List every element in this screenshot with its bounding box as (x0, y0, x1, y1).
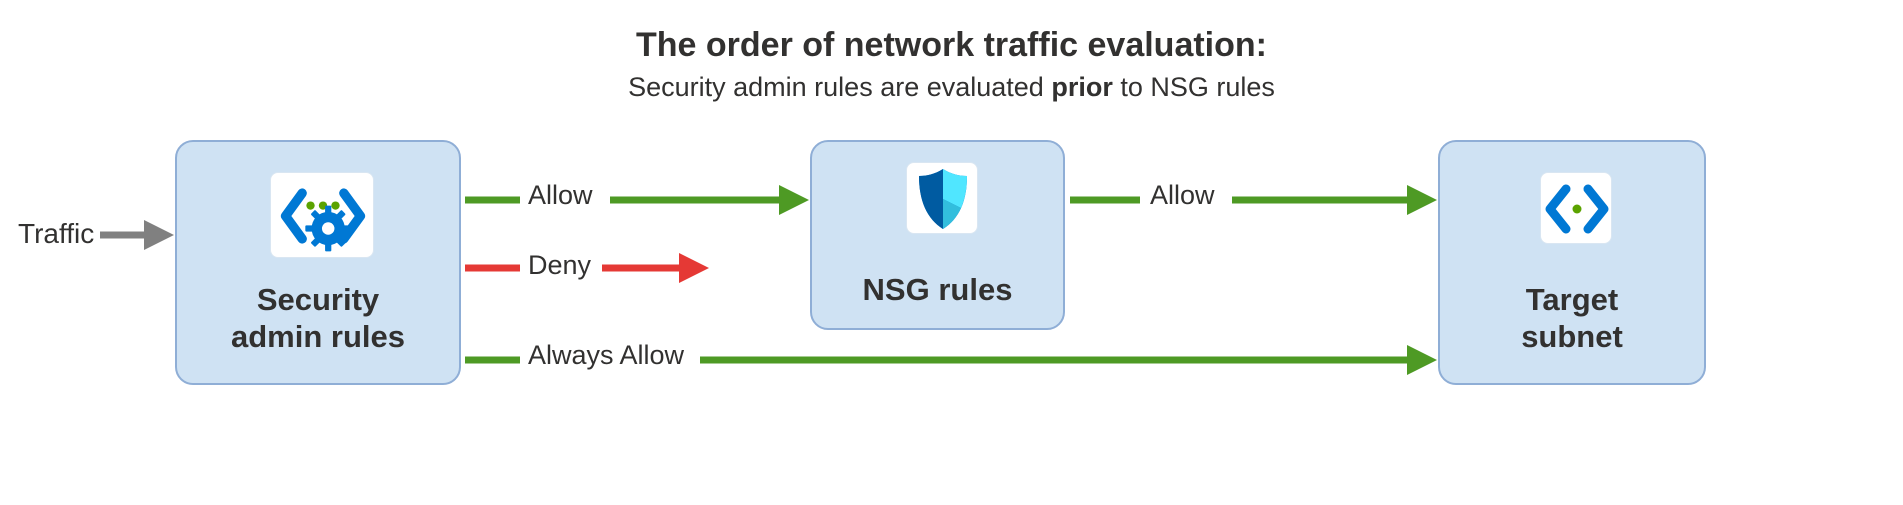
edge-deny-label: Deny (528, 250, 591, 281)
node-security-label-l2: admin rules (231, 319, 405, 354)
security-admin-rules-icon (271, 173, 375, 259)
diagram-subtitle: Security admin rules are evaluated prior… (0, 72, 1903, 103)
edge-allow1-label: Allow (528, 180, 593, 211)
node-nsg-label: NSG rules (812, 272, 1063, 309)
security-icon-tile (270, 172, 374, 258)
subtitle-post: to NSG rules (1113, 72, 1275, 102)
brackets-icon (1541, 173, 1613, 245)
traffic-label: Traffic (18, 218, 94, 250)
node-security-label: Security admin rules (177, 282, 459, 355)
diagram-title: The order of network traffic evaluation: (0, 26, 1903, 65)
edge-allow2-label: Allow (1150, 180, 1215, 211)
node-target-label: Target subnet (1440, 282, 1704, 355)
node-target-label-l1: Target (1526, 282, 1618, 317)
node-security-label-l1: Security (257, 282, 379, 317)
edge-always-label: Always Allow (528, 340, 684, 371)
shield-icon (907, 163, 979, 235)
subtitle-bold: prior (1051, 72, 1113, 102)
node-security-admin-rules: Security admin rules (175, 140, 461, 385)
node-nsg-rules: NSG rules (810, 140, 1065, 330)
target-icon-tile (1540, 172, 1612, 244)
nsg-icon-tile (906, 162, 978, 234)
node-target-subnet: Target subnet (1438, 140, 1706, 385)
subtitle-pre: Security admin rules are evaluated (628, 72, 1051, 102)
network-eval-diagram: The order of network traffic evaluation:… (0, 0, 1903, 505)
node-target-label-l2: subnet (1521, 319, 1623, 354)
